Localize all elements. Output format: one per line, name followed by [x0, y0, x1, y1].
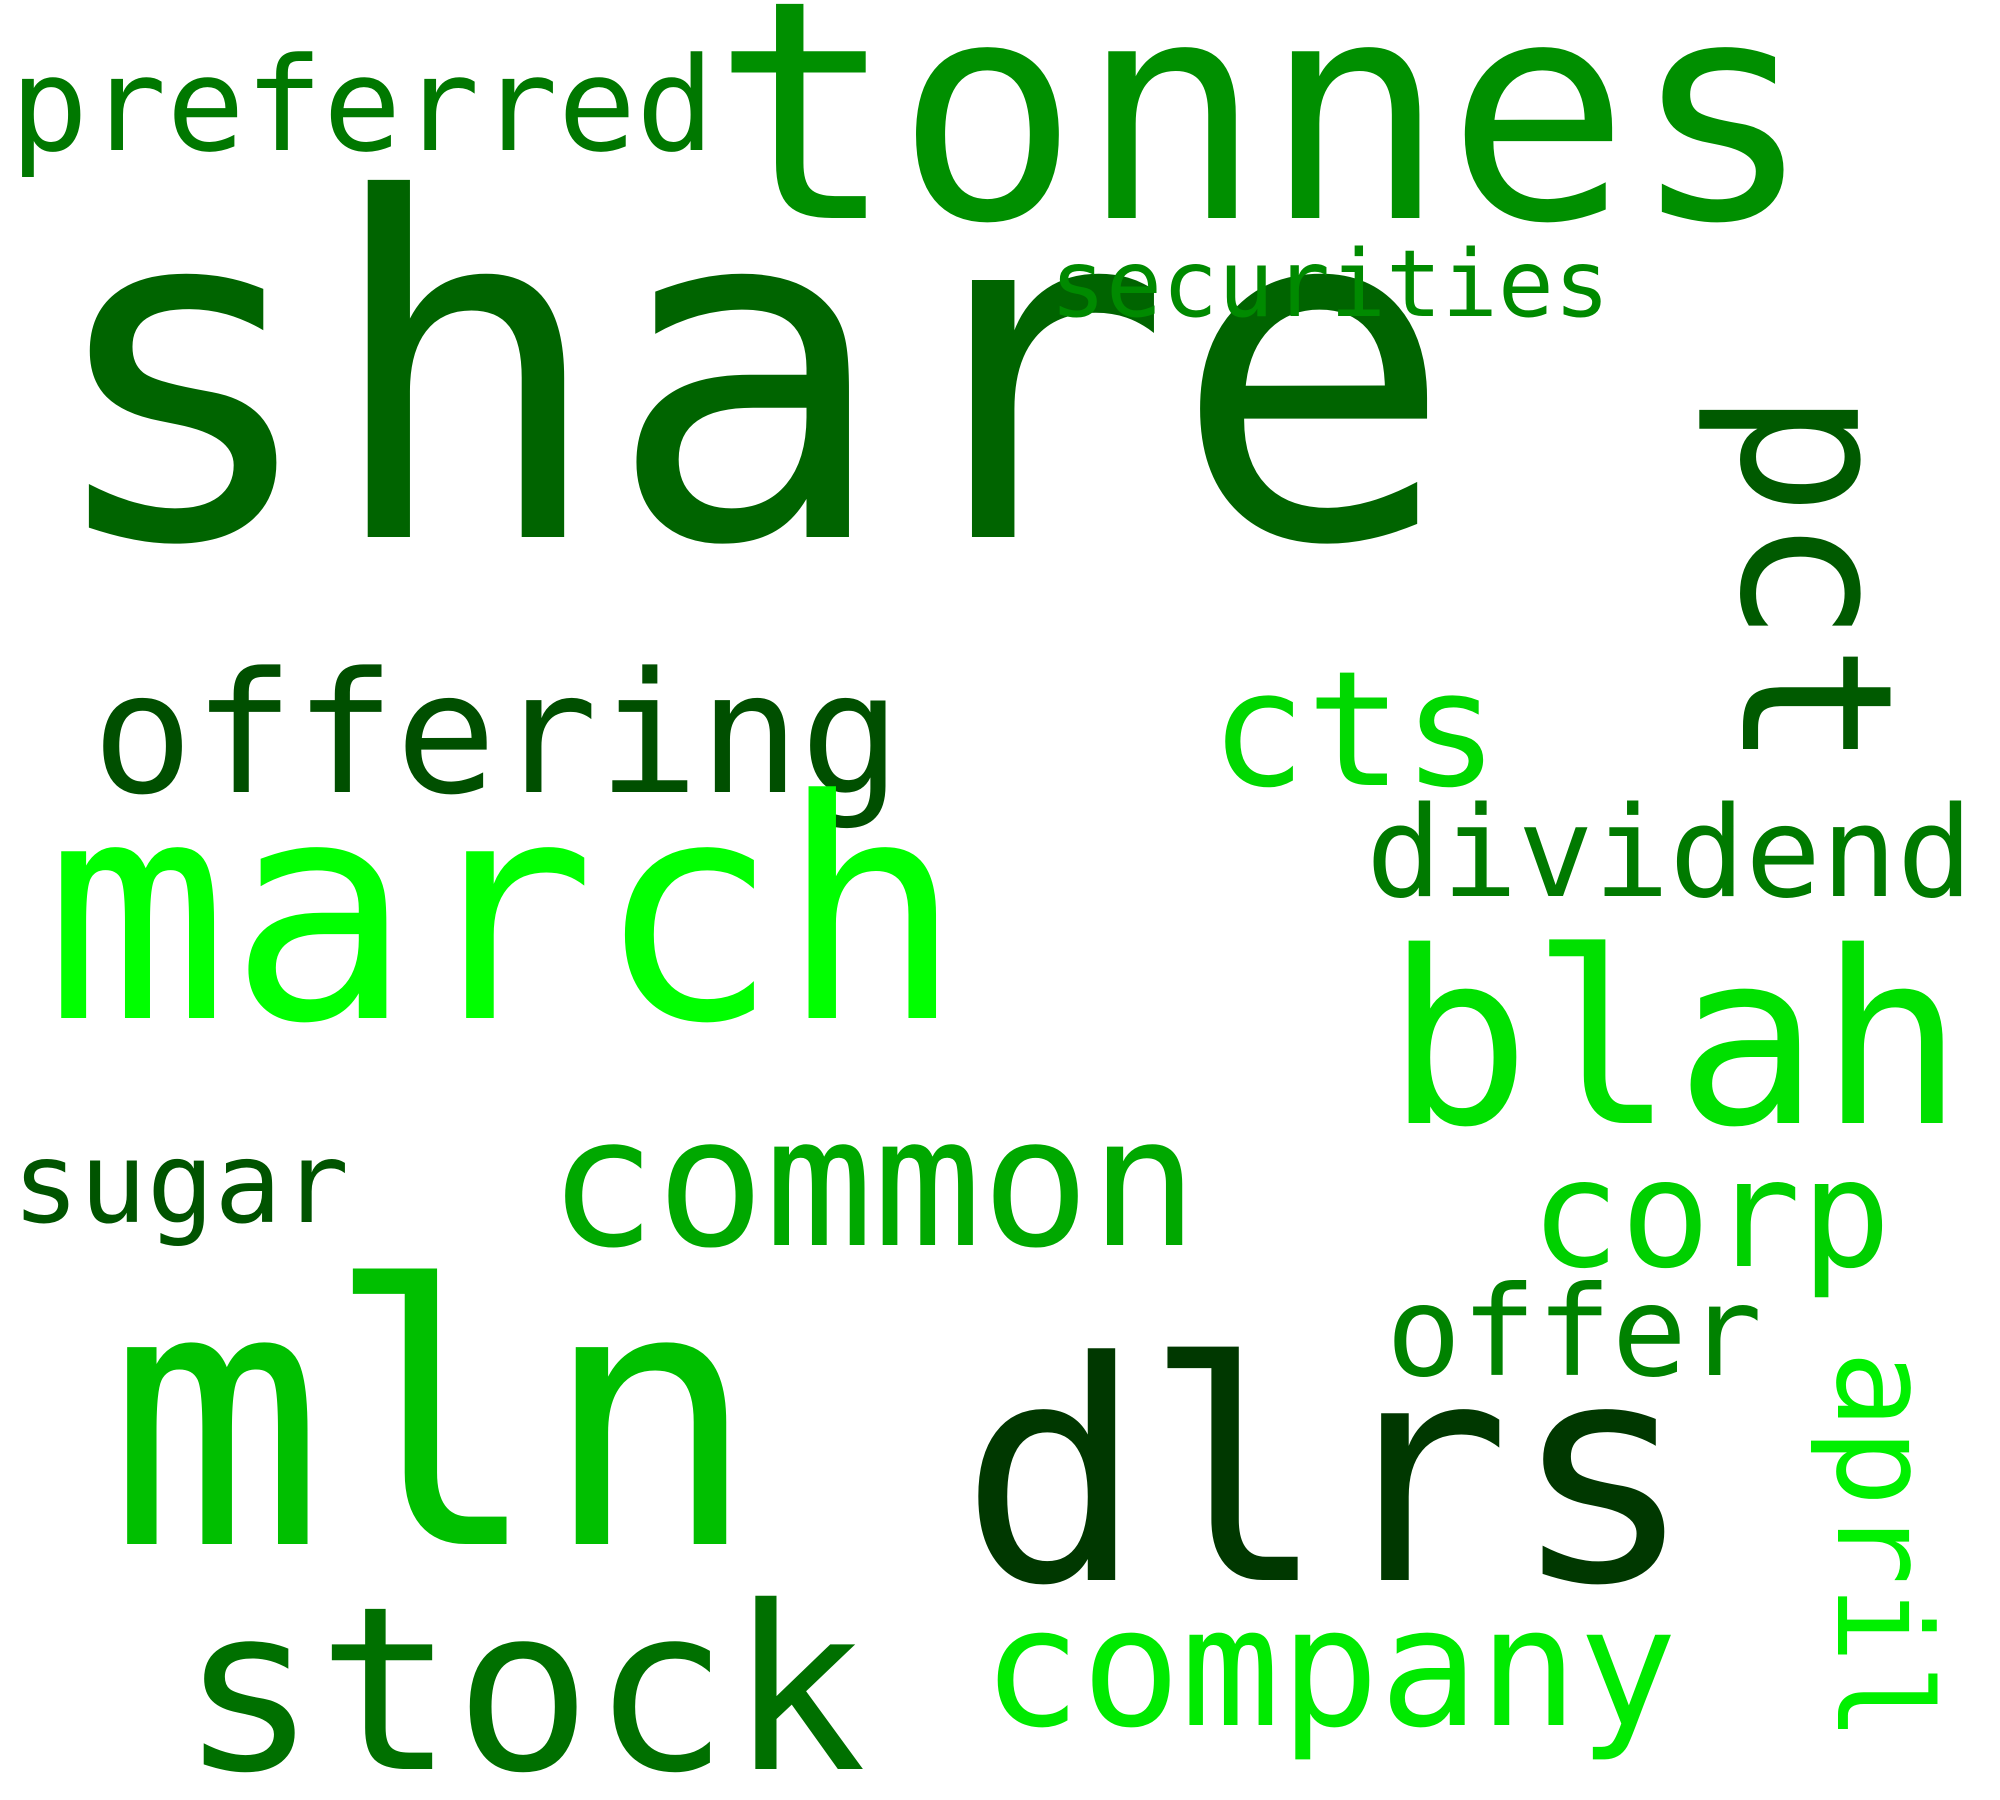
word-dlrs: dlrs	[960, 1297, 1695, 1652]
word-tonnes: tonnes	[712, 0, 1814, 290]
word-share: share	[40, 101, 1455, 648]
word-common: common	[548, 1079, 1199, 1288]
word-preferred: preferred	[10, 29, 715, 181]
word-april: april	[1807, 1350, 1959, 1742]
word-march: march	[45, 735, 964, 1090]
word-stock: stock	[180, 1557, 867, 1800]
word-sugar: sugar	[12, 1119, 350, 1249]
word-corp: corp	[1530, 1128, 1892, 1302]
word-company: company	[982, 1572, 1678, 1764]
word-dividend: dividend	[1366, 779, 1973, 926]
word-securities: securities	[1050, 230, 1610, 338]
word-blah: blah	[1386, 900, 1964, 1180]
word-offer: offer	[1386, 1260, 1763, 1405]
word-pct: pct	[1693, 390, 1938, 770]
word-mln: mln	[108, 1210, 759, 1629]
word-offering: offering	[92, 636, 902, 832]
word-cts: cts	[1210, 636, 1499, 823]
